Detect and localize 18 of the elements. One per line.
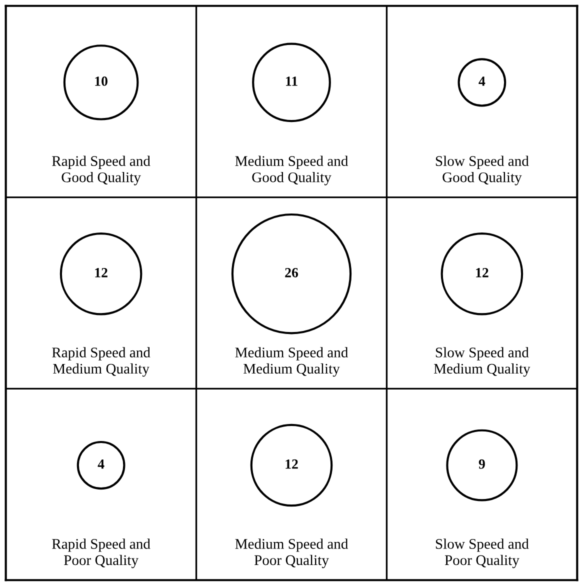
data-label: 10 — [95, 76, 108, 86]
category-label: Rapid Speed and Medium Quality — [52, 347, 150, 377]
data-label: 12 — [95, 268, 108, 278]
category-label: Medium Speed and Medium Quality — [235, 347, 348, 377]
category-label: Slow Speed and Good Quality — [436, 156, 529, 186]
data-label: 11 — [286, 76, 298, 86]
category-label: Rapid Speed and Poor Quality — [52, 538, 150, 568]
category-label: Rapid Speed and Good Quality — [52, 156, 150, 186]
category-label: Slow Speed and Medium Quality — [434, 347, 530, 377]
data-label: 26 — [285, 268, 298, 278]
category-label: Medium Speed and Poor Quality — [235, 538, 348, 568]
data-label: 12 — [286, 459, 298, 469]
data-label: 9 — [478, 459, 485, 469]
data-label: 12 — [476, 268, 488, 278]
data-label: 4 — [98, 459, 104, 469]
category-label: Slow Speed and Poor Quality — [436, 538, 529, 568]
data-label: 4 — [478, 76, 486, 86]
category-label: Medium Speed and Good Quality — [235, 156, 348, 186]
